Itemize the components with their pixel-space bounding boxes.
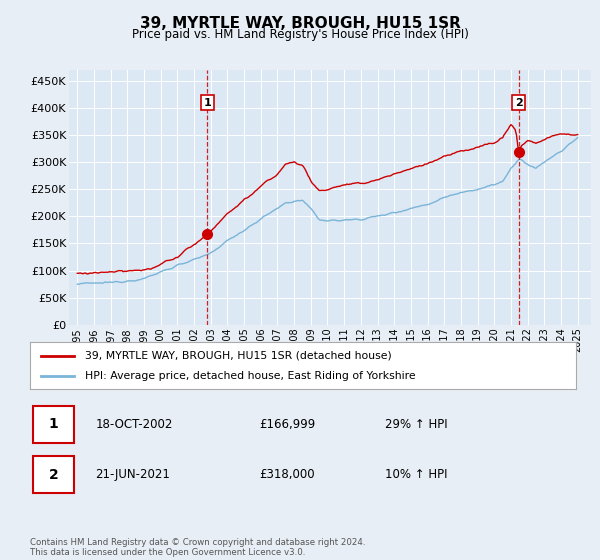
Text: 39, MYRTLE WAY, BROUGH, HU15 1SR (detached house): 39, MYRTLE WAY, BROUGH, HU15 1SR (detach… [85,351,391,361]
Text: 1: 1 [49,417,58,431]
Text: 10% ↑ HPI: 10% ↑ HPI [385,468,448,481]
FancyBboxPatch shape [33,456,74,493]
Text: 2: 2 [515,97,523,108]
Text: £318,000: £318,000 [259,468,315,481]
Text: 2: 2 [49,468,58,482]
Text: 21-JUN-2021: 21-JUN-2021 [95,468,170,481]
FancyBboxPatch shape [33,405,74,443]
Text: £166,999: £166,999 [259,418,316,431]
Text: Price paid vs. HM Land Registry's House Price Index (HPI): Price paid vs. HM Land Registry's House … [131,28,469,41]
Text: 18-OCT-2002: 18-OCT-2002 [95,418,173,431]
Text: Contains HM Land Registry data © Crown copyright and database right 2024.
This d: Contains HM Land Registry data © Crown c… [30,538,365,557]
Text: 29% ↑ HPI: 29% ↑ HPI [385,418,448,431]
Text: 39, MYRTLE WAY, BROUGH, HU15 1SR: 39, MYRTLE WAY, BROUGH, HU15 1SR [140,16,460,31]
Text: 1: 1 [203,97,211,108]
Text: HPI: Average price, detached house, East Riding of Yorkshire: HPI: Average price, detached house, East… [85,371,415,381]
